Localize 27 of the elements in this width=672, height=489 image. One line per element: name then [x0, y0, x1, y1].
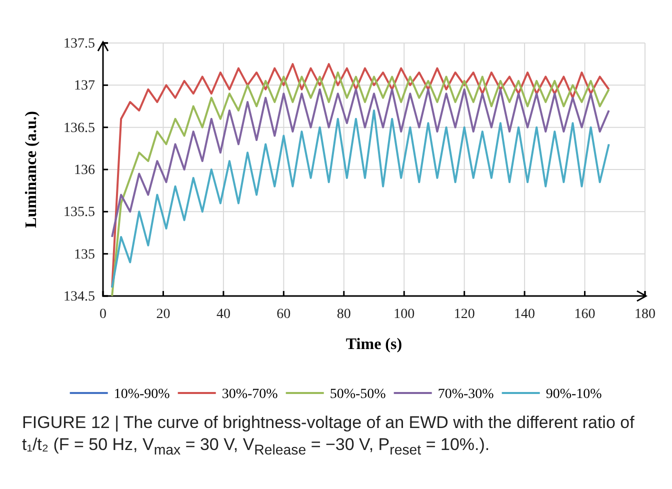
- line-series: [111, 88, 610, 238]
- legend-label: 90%-10%: [546, 387, 602, 402]
- legend-label: 70%-30%: [438, 387, 494, 402]
- x-tick-label: 100: [394, 306, 415, 322]
- x-tick-label: 120: [454, 306, 475, 322]
- line-series: [111, 109, 610, 289]
- y-tick-label: 135: [74, 247, 95, 262]
- legend-label: 30%-70%: [222, 387, 278, 402]
- caption: FIGURE 12 | The curve of brightness-voltage of an EWD with the different ratio of t₁/t₂ (F = 50 Hz, V$_{max}$ = 30 V, V$_{Release}$ = −30 V, P$_{reset}$ = 10%.).: [22, 412, 636, 460]
- x-tick-label: 60: [276, 306, 291, 322]
- x-tick-label: 80: [336, 306, 351, 322]
- y-tick-label: 136: [74, 162, 95, 178]
- legend-label: 10%-90%: [114, 387, 170, 402]
- x-tick-label: 180: [634, 306, 656, 322]
- y-tick-label: 136.5: [64, 120, 95, 136]
- x-tick-label: 0: [100, 306, 106, 322]
- legend-label: 50%-50%: [330, 387, 386, 402]
- y-axis-title: Luminance (a.u.): [23, 111, 40, 228]
- y-tick-label: 134.5: [64, 289, 95, 304]
- x-tick-label: 140: [514, 306, 536, 322]
- x-tick-label: 20: [156, 306, 170, 322]
- y-tick-label: 135.5: [64, 205, 95, 220]
- y-tick-label: 137.5: [64, 36, 95, 52]
- y-tick-label: 137: [74, 78, 95, 94]
- x-axis-title: Time (s): [346, 336, 402, 353]
- x-tick-label: 40: [216, 306, 230, 322]
- x-tick-label: 160: [574, 306, 596, 322]
